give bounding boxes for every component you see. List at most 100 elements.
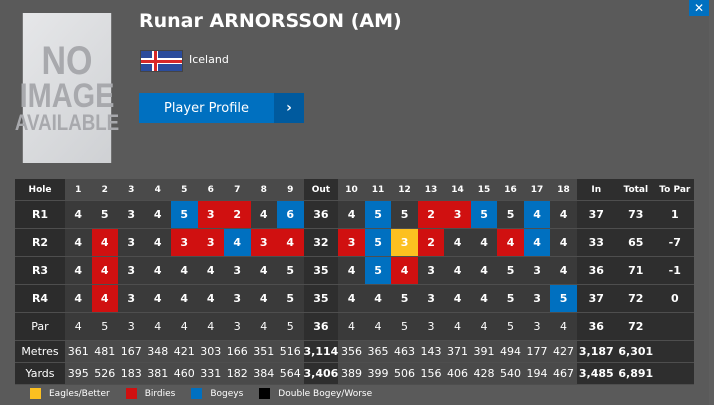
hole-score: 2 [417, 228, 445, 257]
legend-item: Double Bogey/Worse [259, 388, 372, 399]
metres-value: 463 [391, 340, 418, 363]
hole-number: 7 [224, 179, 251, 201]
par-value: 4 [250, 312, 277, 341]
to-par-score: 1 [655, 200, 694, 229]
round-label: R2 [15, 228, 65, 257]
hole-score: 3 [118, 228, 145, 257]
hole-number: 6 [197, 179, 224, 201]
scorecard-table: Hole 1 2 3 4 5 6 7 8 9 Out 10 11 12 13 14 15 16 17 18 In Tota… [15, 179, 694, 385]
photo-text: IMAGE [19, 77, 115, 116]
hole-score: 5 [364, 228, 392, 257]
in-score: 37 [576, 200, 616, 229]
round-row: R4 4 4 3 4 4 4 3 4 5 35 4 4 5 3 4 4 5 3 5 37 72 0 [15, 284, 694, 313]
total-score: 65 [615, 228, 656, 257]
score-highlight: 3 [171, 229, 198, 256]
hole-score: 4 [497, 228, 524, 257]
yards-value: 467 [550, 362, 577, 385]
par-value: 3 [417, 312, 445, 341]
metres-in: 3,187 [576, 340, 616, 363]
hole-number: 12 [391, 179, 418, 201]
score-highlight: 4 [523, 201, 551, 228]
hole-number: 15 [470, 179, 498, 201]
par-to-par [655, 312, 694, 341]
metres-value: 516 [277, 340, 304, 363]
hole-score: 4 [197, 256, 224, 285]
par-value: 5 [391, 312, 418, 341]
par-value: 4 [338, 312, 365, 341]
photo-text: AVAILABLE [14, 109, 120, 135]
legend-swatch [191, 388, 203, 399]
par-value: 4 [550, 312, 577, 341]
hole-score: 5 [497, 200, 524, 229]
hole-score: 5 [550, 284, 577, 313]
hole-score: 5 [364, 256, 392, 285]
close-icon: ✕ [693, 1, 705, 15]
hole-score: 3 [118, 284, 145, 313]
hole-score: 3 [224, 284, 251, 313]
yards-value: 395 [65, 362, 92, 385]
hole-score: 4 [171, 256, 198, 285]
yards-value: 406 [444, 362, 471, 385]
hole-number: 14 [444, 179, 471, 201]
in-score: 36 [576, 256, 616, 285]
hole-score: 2 [224, 200, 251, 229]
hole-number: 4 [144, 179, 171, 201]
hole-score: 4 [444, 284, 471, 313]
hole-score: 2 [417, 200, 445, 229]
yards-value: 460 [171, 362, 198, 385]
to-par-score: 0 [655, 284, 694, 313]
yards-value: 389 [338, 362, 365, 385]
par-value: 4 [364, 312, 392, 341]
metres-row: Metres 361 481 167 348 421 303 166 351 516 3,114 35… [15, 340, 694, 363]
score-highlight: 4 [91, 229, 118, 256]
hole-score: 3 [171, 228, 198, 257]
metres-total: 6,301 [615, 340, 656, 363]
out-score: 32 [303, 228, 339, 257]
par-value: 4 [197, 312, 224, 341]
yards-value: 540 [497, 362, 524, 385]
hole-number: 5 [171, 179, 198, 201]
hole-score: 3 [417, 284, 445, 313]
par-label: Par [15, 312, 65, 341]
hole-score: 4 [144, 256, 171, 285]
hole-score: 6 [277, 200, 304, 229]
metres-value: 361 [65, 340, 92, 363]
metres-value: 351 [250, 340, 277, 363]
score-highlight: 5 [364, 201, 392, 228]
hole-score: 4 [523, 200, 551, 229]
par-value: 4 [444, 312, 471, 341]
hole-number: 16 [497, 179, 524, 201]
player-profile-button[interactable]: Player Profile › [139, 93, 304, 123]
metres-label: Metres [15, 340, 65, 363]
hole-score: 4 [338, 256, 365, 285]
hole-score: 4 [65, 200, 92, 229]
legend-swatch [30, 388, 41, 399]
legend-swatch [125, 388, 137, 399]
legend-item: Eagles/Better [30, 388, 110, 399]
hole-score: 4 [65, 256, 92, 285]
metres-value: 481 [91, 340, 118, 363]
out-header: Out [303, 179, 339, 201]
yards-value: 183 [118, 362, 145, 385]
hole-score: 3 [197, 228, 224, 257]
hole-score: 5 [391, 284, 418, 313]
total-header: Total [615, 179, 656, 201]
metres-value: 177 [523, 340, 551, 363]
yards-label: Yards [15, 362, 65, 385]
close-button[interactable]: ✕ [689, 0, 709, 16]
hole-score: 4 [391, 256, 418, 285]
hole-score: 4 [338, 200, 365, 229]
par-value: 3 [118, 312, 145, 341]
legend-swatch [259, 388, 271, 399]
scroll-edge [709, 0, 714, 405]
round-row: R3 4 4 3 4 4 4 3 4 5 35 4 5 4 3 4 4 5 3 4 36 71 -1 [15, 256, 694, 285]
hole-score: 3 [391, 228, 418, 257]
par-value: 3 [224, 312, 251, 341]
hole-score: 4 [144, 200, 171, 229]
score-highlight: 4 [391, 257, 418, 284]
score-highlight: 5 [470, 201, 498, 228]
hole-score: 4 [444, 228, 471, 257]
in-score: 37 [576, 284, 616, 313]
score-highlight: 3 [444, 201, 471, 228]
legend-label: Birdies [144, 388, 176, 399]
